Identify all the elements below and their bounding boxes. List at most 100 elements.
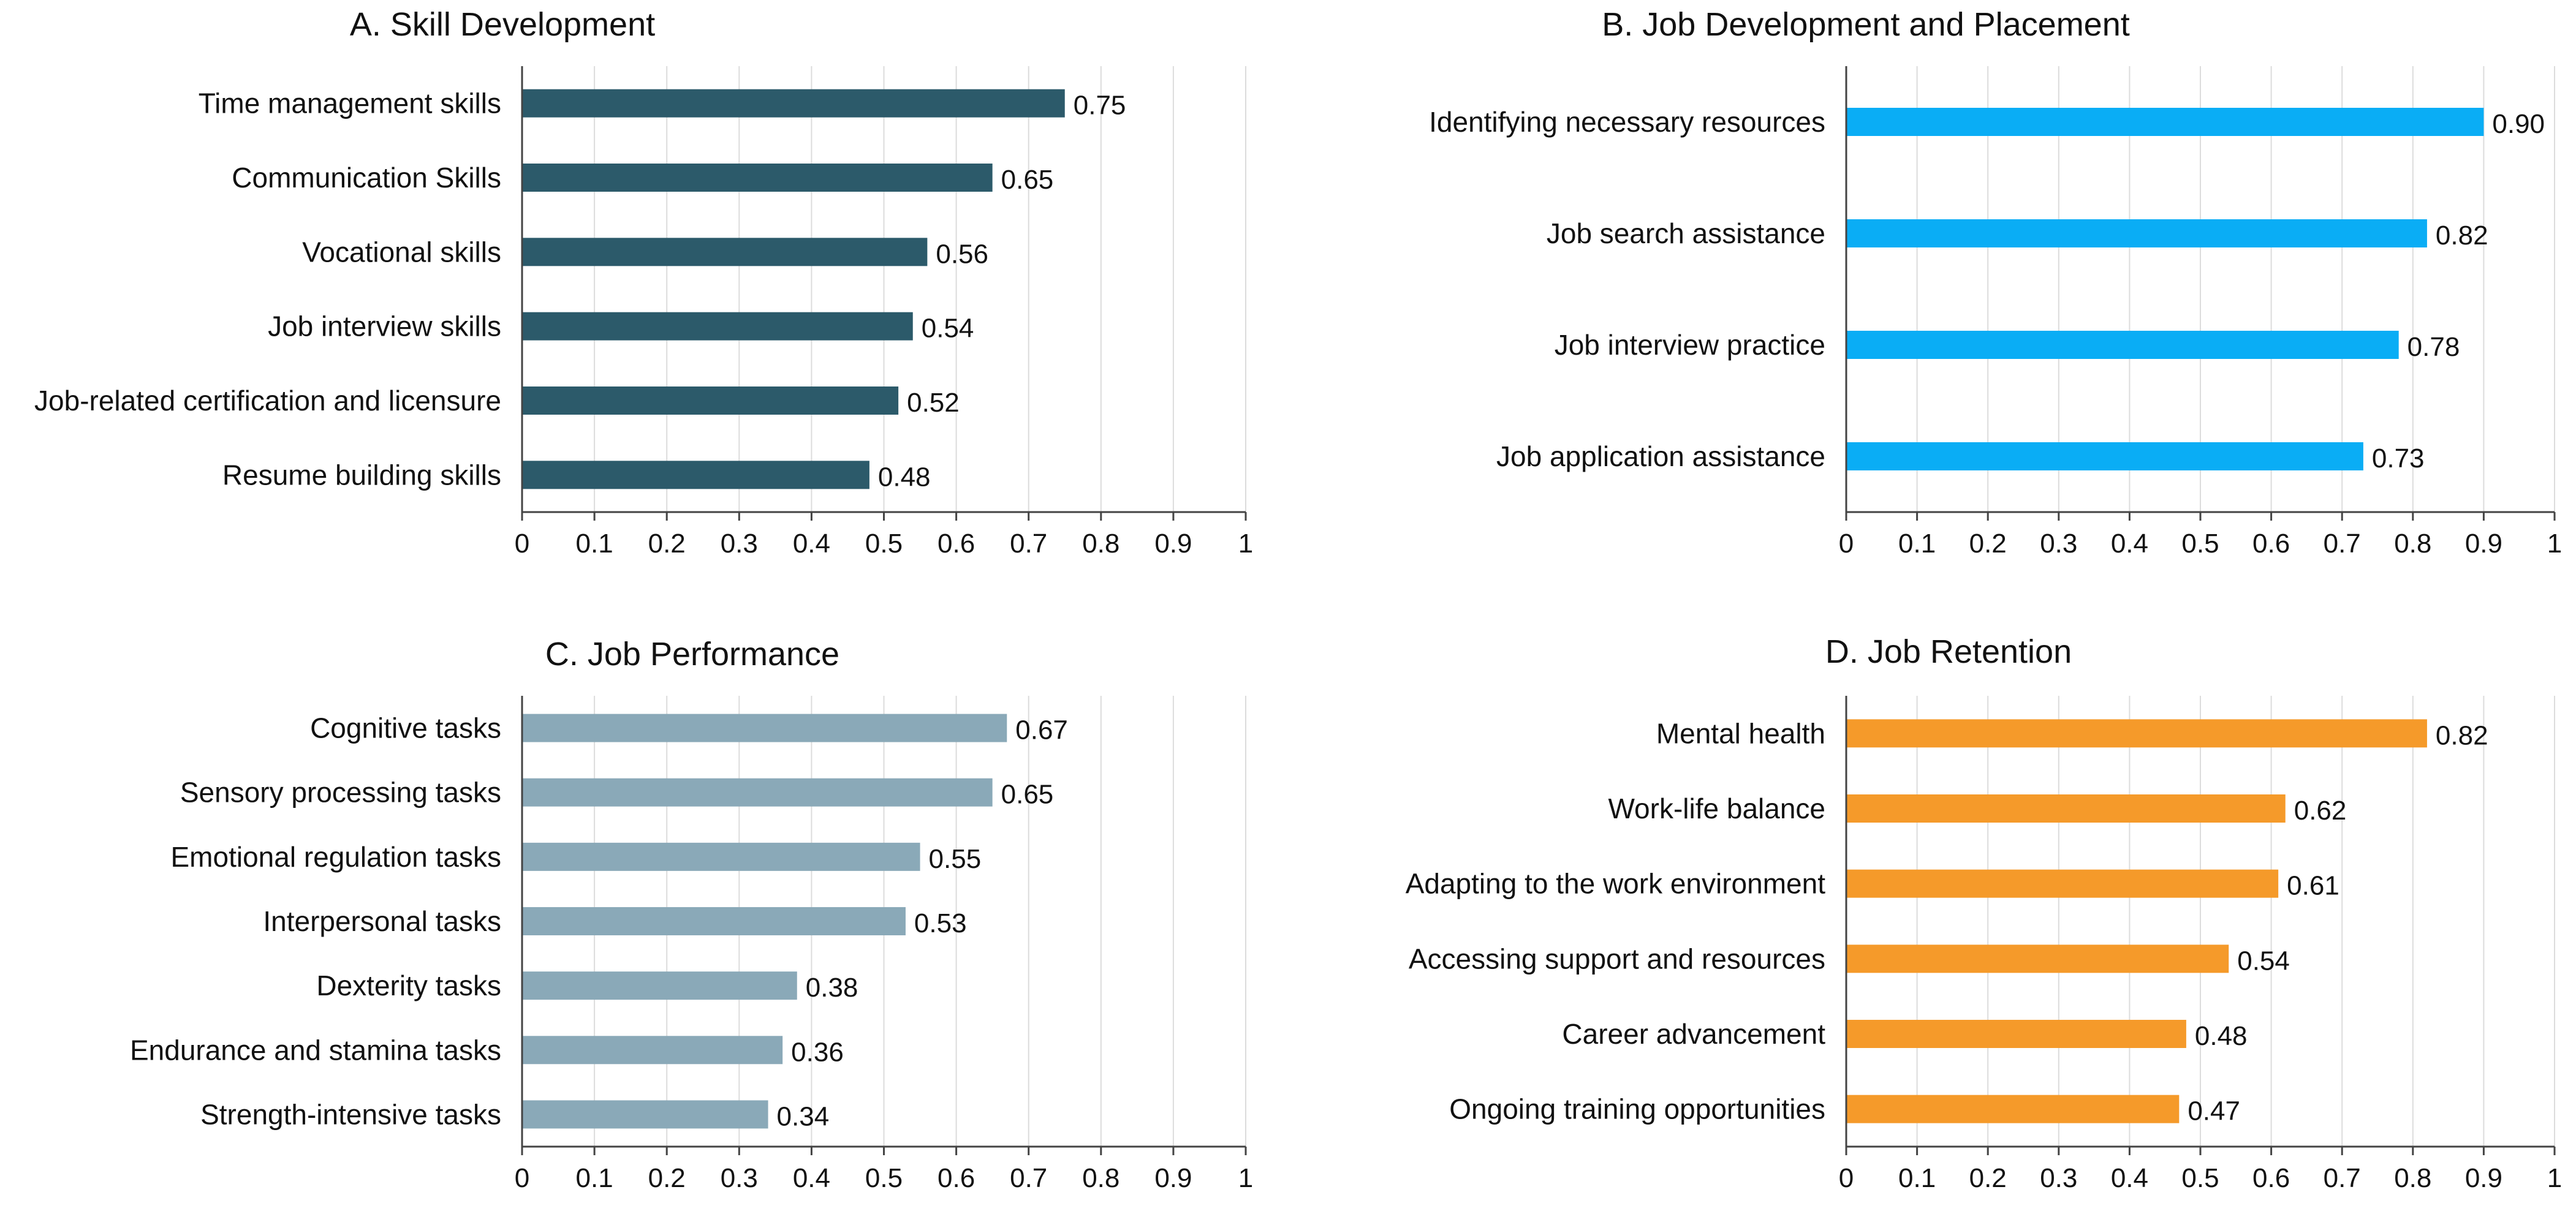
- x-tick-label: 0: [515, 529, 529, 559]
- x-tick-label: 0.2: [648, 529, 686, 559]
- x-tick-label: 0: [1839, 529, 1854, 559]
- x-tick-label: 0.7: [2324, 1163, 2361, 1193]
- x-tick-label: 0.5: [2181, 529, 2219, 559]
- category-label: Accessing support and resources: [1409, 943, 1825, 975]
- data-label: 0.62: [2294, 796, 2347, 826]
- data-label: 0.52: [907, 388, 960, 418]
- x-tick-label: 0.1: [1898, 1163, 1936, 1193]
- data-label: 0.38: [806, 973, 858, 1003]
- x-tick-label: 0.9: [2465, 529, 2502, 559]
- x-axis: 0 0.1 0.2 0.3 0.4 0.5 0.6 0.7 0.8 0.9 1: [1839, 696, 2562, 1193]
- bar: [1846, 719, 2427, 748]
- bar: [1846, 944, 2229, 973]
- x-tick-label: 0.6: [2252, 1163, 2290, 1193]
- category-label: Sensory processing tasks: [180, 777, 501, 809]
- category-label: Career advancement: [1562, 1018, 1825, 1050]
- bar: [1846, 869, 2279, 898]
- data-label: 0.75: [1074, 91, 1126, 121]
- category-label: Adapting to the work environment: [1406, 868, 1826, 900]
- bar: [522, 971, 797, 1000]
- category-label: Cognitive tasks: [310, 712, 501, 744]
- x-tick-label: 0.8: [1082, 1163, 1119, 1193]
- x-axis: 0 0.1 0.2 0.3 0.4 0.5 0.6 0.7 0.8 0.9 1: [1839, 66, 2562, 559]
- x-tick-label: 0.3: [721, 529, 758, 559]
- data-label: 0.82: [2436, 720, 2488, 750]
- bar: [1846, 794, 2286, 823]
- category-label: Job application assistance: [1496, 440, 1825, 472]
- x-tick-label: 0.3: [2040, 529, 2077, 559]
- bar: [522, 1100, 768, 1129]
- x-tick-label: 1: [2547, 529, 2562, 559]
- x-tick-label: 0.5: [865, 1163, 903, 1193]
- category-label: Identifying necessary resources: [1429, 106, 1825, 138]
- data-label: 0.73: [2372, 443, 2425, 473]
- x-tick-label: 0.5: [2181, 1163, 2219, 1193]
- x-tick-label: 0.4: [793, 529, 830, 559]
- x-tick-label: 0.6: [938, 529, 975, 559]
- category-label: Interpersonal tasks: [263, 905, 501, 937]
- x-tick-label: 0.2: [648, 1163, 686, 1193]
- x-tick-label: 0.7: [2324, 529, 2361, 559]
- bar: [522, 907, 906, 935]
- data-label: 0.47: [2188, 1096, 2240, 1126]
- bars: Mental health 0.82 Work-life balance 0.62 Ad…: [1406, 717, 2488, 1126]
- x-tick-label: 1: [2547, 1163, 2562, 1193]
- x-tick-label: 0.1: [576, 529, 613, 559]
- category-label: Communication Skills: [232, 162, 501, 194]
- bar: [522, 778, 993, 807]
- bar: [1846, 331, 2399, 359]
- bar: [522, 164, 993, 192]
- x-tick-label: 0.3: [2040, 1163, 2077, 1193]
- chart-title: A. Skill Development: [350, 6, 655, 43]
- bar: [522, 461, 869, 489]
- x-tick-label: 1: [1238, 1163, 1253, 1193]
- category-label: Job interview skills: [268, 311, 501, 342]
- x-tick-label: 0.6: [2252, 529, 2290, 559]
- bar: [1846, 1095, 2180, 1123]
- bar: [522, 842, 920, 871]
- bars: Identifying necessary resources 0.90 Job s…: [1429, 106, 2545, 473]
- x-tick-label: 0.2: [1969, 1163, 2007, 1193]
- category-label: Job search assistance: [1547, 217, 1825, 249]
- x-tick-label: 0.5: [865, 529, 903, 559]
- x-tick-label: 0.1: [1898, 529, 1936, 559]
- category-label: Ongoing training opportunities: [1449, 1093, 1825, 1125]
- x-tick-label: 0.3: [721, 1163, 758, 1193]
- x-tick-label: 1: [1238, 529, 1253, 559]
- data-label: 0.53: [914, 908, 967, 938]
- data-label: 0.54: [922, 314, 974, 344]
- x-tick-label: 0.9: [1154, 529, 1192, 559]
- category-label: Dexterity tasks: [316, 970, 501, 1001]
- panel-job-performance: C. Job Performance Cognitive tasks 0.67 Se…: [130, 636, 1253, 1193]
- x-tick-label: 0.7: [1010, 1163, 1047, 1193]
- data-label: 0.65: [1001, 780, 1054, 810]
- bar: [522, 386, 899, 415]
- x-tick-label: 0.1: [576, 1163, 613, 1193]
- category-label: Vocational skills: [302, 236, 501, 268]
- x-tick-label: 0.8: [2394, 529, 2431, 559]
- bar: [522, 1036, 783, 1065]
- category-label: Job interview practice: [1555, 329, 1825, 361]
- x-tick-label: 0.9: [1154, 1163, 1192, 1193]
- data-label: 0.67: [1015, 715, 1068, 745]
- bar: [522, 312, 913, 341]
- bar: [1846, 219, 2427, 247]
- x-tick-label: 0: [1839, 1163, 1854, 1193]
- x-tick-label: 0.8: [1082, 529, 1119, 559]
- chart-title: B. Job Development and Placement: [1602, 6, 2130, 43]
- x-tick-label: 0.4: [793, 1163, 830, 1193]
- data-label: 0.56: [936, 239, 988, 269]
- x-axis: 0 0.1 0.2 0.3 0.4 0.5 0.6 0.7 0.8 0.9 1: [515, 696, 1253, 1193]
- data-label: 0.34: [777, 1101, 830, 1131]
- gridlines: [594, 66, 1246, 512]
- data-label: 0.82: [2436, 221, 2488, 251]
- chart-title: D. Job Retention: [1825, 633, 2072, 670]
- bar: [1846, 108, 2484, 136]
- category-label: Strength-intensive tasks: [200, 1098, 501, 1130]
- data-label: 0.78: [2407, 332, 2460, 362]
- chart-title: C. Job Performance: [545, 636, 839, 673]
- x-tick-label: 0.8: [2394, 1163, 2431, 1193]
- panel-job-retention: D. Job Retention Mental health 0.82 Work-l…: [1406, 633, 2563, 1193]
